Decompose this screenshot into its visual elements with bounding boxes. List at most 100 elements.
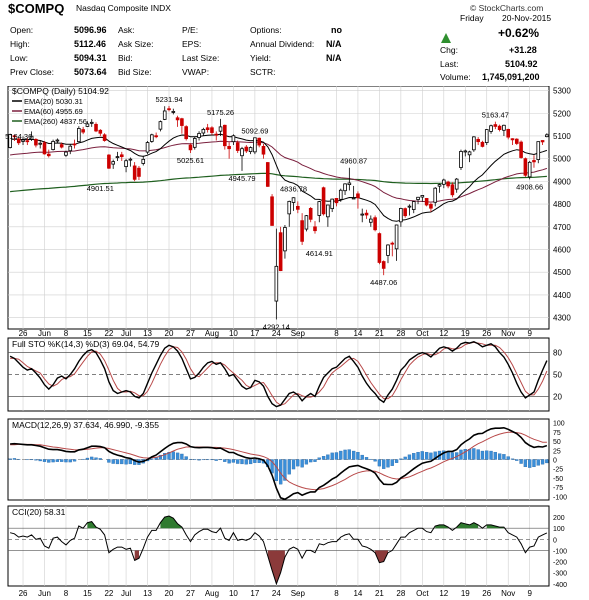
macd-histogram-bar (283, 459, 287, 481)
candle-body (214, 133, 219, 136)
date-tick-label-bottom: Oct (416, 589, 429, 598)
last-size-label: Last Size: (182, 53, 220, 63)
candle-body (261, 146, 266, 155)
candle-body (192, 138, 197, 148)
candle-body (38, 142, 42, 145)
candle-body (21, 139, 25, 142)
price-tick-label: 4900 (553, 177, 571, 186)
candle-body (411, 201, 416, 210)
candle-body (334, 198, 339, 204)
candle-body (493, 124, 498, 127)
macd-histogram-bar (472, 448, 476, 460)
candle-body (154, 135, 158, 138)
date-tick-label-bottom: 20 (165, 589, 174, 598)
macd-panel-title: MACD(12,26,9) 37.634, 46.990, -9.355 (12, 420, 159, 430)
candle-body (454, 178, 459, 190)
options-value: no (331, 25, 342, 35)
macd-histogram-bar (167, 451, 171, 460)
price-tick-label: 4400 (553, 291, 571, 300)
date-tick-label-bottom: Sep (291, 589, 306, 598)
candle-body (338, 189, 343, 200)
cci-oversold-area (267, 550, 285, 584)
date-tick-label-bottom: 17 (250, 589, 259, 598)
macd-histogram-bar (240, 459, 244, 465)
macd-histogram-bar (356, 451, 360, 460)
candle-body (81, 129, 85, 133)
low-value: 5094.31 (74, 53, 107, 63)
date-tick-label: 20 (165, 329, 174, 338)
price-tick-label: 4300 (553, 314, 571, 323)
candle-body (527, 161, 532, 178)
macd-histogram-bar (64, 459, 68, 463)
candle-body (184, 126, 188, 140)
bid-size-label: Bid Size: (118, 67, 152, 77)
candle-body (25, 140, 30, 143)
macd-histogram-bar (42, 459, 47, 462)
cci-tick-label: 0 (553, 537, 557, 544)
candle-body (476, 138, 480, 143)
macd-histogram-bar (296, 459, 300, 467)
low-label: Low: (10, 53, 28, 63)
candle-body (450, 184, 455, 196)
last-value: 5104.92 (505, 59, 538, 69)
date-tick-label: 15 (83, 329, 92, 338)
macd-histogram-bar (248, 459, 253, 465)
candle-body (12, 135, 17, 138)
macd-histogram-bar (343, 449, 347, 460)
candle-body (463, 150, 468, 153)
candle-body (523, 158, 528, 176)
date-tick-label-bottom: 21 (375, 589, 384, 598)
macd-histogram-bar (214, 459, 218, 461)
candle-body (94, 123, 98, 132)
date-tick-label-bottom: 19 (461, 589, 470, 598)
macd-histogram-bar (360, 454, 364, 460)
candle-body (403, 208, 407, 217)
options-label: Options: (250, 25, 282, 35)
macd-tick-label: -75 (553, 485, 563, 492)
date-tick-label: 10 (229, 329, 238, 338)
date-tick-label: 21 (375, 329, 384, 338)
candle-body (248, 147, 253, 153)
macd-histogram-bar (12, 458, 17, 460)
candle-body (137, 167, 141, 177)
candle-body (115, 156, 120, 159)
candle-body (180, 118, 184, 126)
macd-tick-label: -100 (553, 494, 567, 501)
candle-body (175, 117, 180, 121)
candle-body (502, 124, 506, 131)
candle-body (545, 134, 549, 138)
panel-frame-macd (7, 418, 550, 501)
candle-body (321, 187, 326, 215)
date-tick-label: 8 (334, 329, 339, 338)
macd-histogram-bar (403, 456, 407, 460)
candle-body (296, 205, 300, 210)
pct-change: +0.62% (498, 26, 540, 40)
macd-histogram-bar (133, 459, 137, 465)
vwap-label: VWAP: (182, 67, 210, 77)
macd-histogram-bar (506, 456, 510, 460)
candle-body (291, 197, 296, 203)
price-tick-label: 5100 (553, 132, 571, 141)
macd-histogram-bar (171, 451, 175, 460)
cci-tick-label: -100 (553, 548, 567, 555)
candle-body (386, 244, 390, 256)
macd-histogram-bar (532, 459, 536, 468)
ema20-line (10, 133, 548, 222)
candle-body (373, 217, 377, 231)
candle-body (416, 196, 420, 200)
candle-body (347, 182, 352, 185)
macd-histogram-bar (326, 454, 330, 460)
candle-body (326, 204, 330, 218)
candle-body (536, 141, 541, 160)
macd-histogram-bar (163, 453, 167, 460)
date-tick-label: Sep (291, 329, 306, 338)
candle-body (429, 203, 433, 209)
macd-histogram-bar (313, 459, 317, 462)
candle-body (223, 124, 227, 147)
sto-k-line (9, 340, 548, 408)
yield-label: Yield: (250, 53, 271, 63)
candle-body (253, 137, 257, 153)
candle-body (360, 213, 365, 216)
macd-histogram-bar (480, 450, 485, 460)
quote-header: $COMPQ Nasdaq Composite INDX © StockChar… (0, 0, 589, 86)
